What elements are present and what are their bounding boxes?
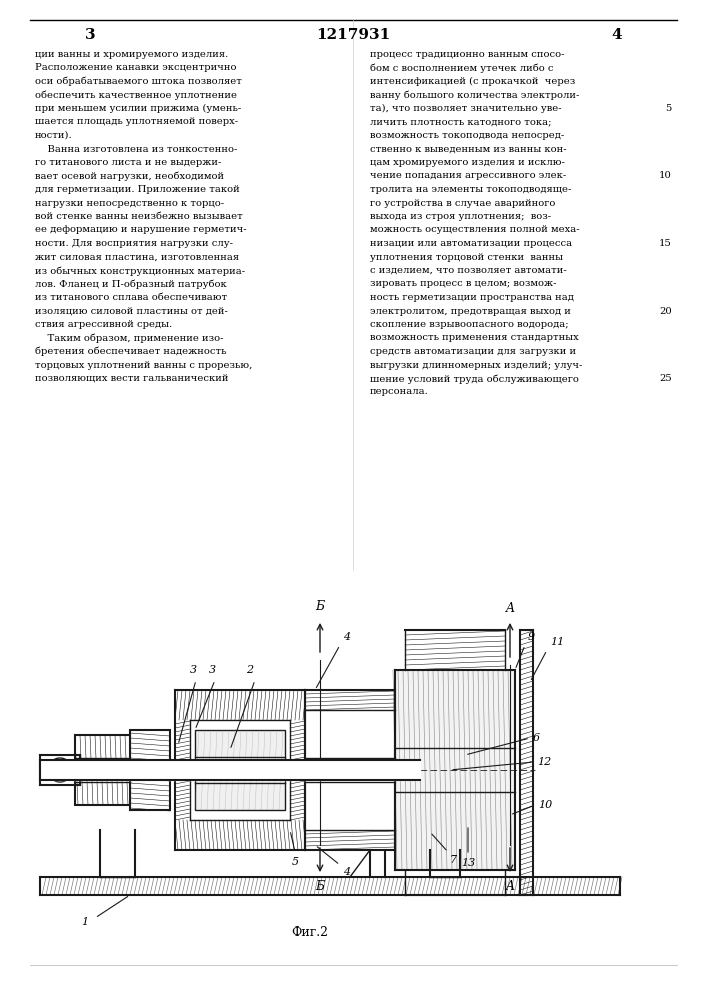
Text: Б: Б xyxy=(315,600,325,613)
Text: можность осуществления полной меха-: можность осуществления полной меха- xyxy=(370,226,580,234)
Text: с изделием, что позволяет автомати-: с изделием, что позволяет автомати- xyxy=(370,266,567,275)
Text: вает осевой нагрузки, необходимой: вает осевой нагрузки, необходимой xyxy=(35,172,224,181)
Text: бретения обеспечивает надежность: бретения обеспечивает надежность xyxy=(35,347,226,357)
Text: изоляцию силовой пластины от дей-: изоляцию силовой пластины от дей- xyxy=(35,306,228,316)
Text: бом с восполнением утечек либо с: бом с восполнением утечек либо с xyxy=(370,64,554,73)
Text: шается площадь уплотняемой поверх-: шается площадь уплотняемой поверх- xyxy=(35,117,238,126)
Text: Таким образом, применение изо-: Таким образом, применение изо- xyxy=(35,334,223,343)
Text: 1217931: 1217931 xyxy=(316,28,390,42)
Text: ственно к выведенным из ванны кон-: ственно к выведенным из ванны кон- xyxy=(370,144,566,153)
Text: Фиг.2: Фиг.2 xyxy=(291,926,329,938)
Text: выгрузки длинномерных изделий; улуч-: выгрузки длинномерных изделий; улуч- xyxy=(370,360,583,369)
Text: личить плотность катодного тока;: личить плотность катодного тока; xyxy=(370,117,551,126)
Text: процесс традиционно ванным спосо-: процесс традиционно ванным спосо- xyxy=(370,50,564,59)
Text: Расположение канавки эксцентрично: Расположение канавки эксцентрично xyxy=(35,64,237,73)
Text: возможность применения стандартных: возможность применения стандартных xyxy=(370,334,579,342)
Text: ности. Для восприятия нагрузки слу-: ности. Для восприятия нагрузки слу- xyxy=(35,239,233,248)
Text: для герметизации. Приложение такой: для герметизации. Приложение такой xyxy=(35,185,240,194)
Text: электролитом, предотвращая выход и: электролитом, предотвращая выход и xyxy=(370,306,571,316)
Text: интенсификацией (с прокачкой  через: интенсификацией (с прокачкой через xyxy=(370,77,575,86)
Text: чение попадания агрессивного элек-: чение попадания агрессивного элек- xyxy=(370,172,566,180)
Text: ствия агрессивной среды.: ствия агрессивной среды. xyxy=(35,320,172,329)
Text: лов. Фланец и П-образный патрубок: лов. Фланец и П-образный патрубок xyxy=(35,279,227,289)
Text: Б: Б xyxy=(315,880,325,893)
Text: та), что позволяет значительно уве-: та), что позволяет значительно уве- xyxy=(370,104,561,113)
Text: жит силовая пластина, изготовленная: жит силовая пластина, изготовленная xyxy=(35,252,239,261)
Text: 1: 1 xyxy=(81,917,88,927)
Text: 5: 5 xyxy=(291,857,298,867)
Text: го устройства в случае аварийного: го устройства в случае аварийного xyxy=(370,198,556,208)
Text: зировать процесс в целом; возмож-: зировать процесс в целом; возмож- xyxy=(370,279,556,288)
Text: 4: 4 xyxy=(343,867,350,877)
Text: 5: 5 xyxy=(665,104,672,113)
Text: 3: 3 xyxy=(85,28,95,42)
Text: возможность токоподвода непосред-: возможность токоподвода непосред- xyxy=(370,131,564,140)
Text: скопление взрывоопасного водорода;: скопление взрывоопасного водорода; xyxy=(370,320,568,329)
Bar xyxy=(195,730,285,810)
Text: уплотнения торцовой стенки  ванны: уплотнения торцовой стенки ванны xyxy=(370,252,563,261)
Text: A: A xyxy=(506,880,515,893)
Text: оси обрабатываемого штока позволяет: оси обрабатываемого штока позволяет xyxy=(35,77,242,87)
Text: 20: 20 xyxy=(659,306,672,316)
Text: 13: 13 xyxy=(461,858,475,868)
Text: при меньшем усилии прижима (умень-: при меньшем усилии прижима (умень- xyxy=(35,104,241,113)
Text: из обычных конструкционных материа-: из обычных конструкционных материа- xyxy=(35,266,245,275)
Text: 4: 4 xyxy=(612,28,622,42)
Text: выхода из строя уплотнения;  воз-: выхода из строя уплотнения; воз- xyxy=(370,212,551,221)
Text: низации или автоматизации процесса: низации или автоматизации процесса xyxy=(370,239,572,248)
Text: ции ванны и хромируемого изделия.: ции ванны и хромируемого изделия. xyxy=(35,50,228,59)
Text: 6: 6 xyxy=(533,733,540,743)
Text: вой стенке ванны неизбежно вызывает: вой стенке ванны неизбежно вызывает xyxy=(35,212,243,221)
Text: ность герметизации пространства над: ность герметизации пространства над xyxy=(370,293,574,302)
Text: ванну большого количества электроли-: ванну большого количества электроли- xyxy=(370,91,579,100)
Text: персонала.: персонала. xyxy=(370,387,428,396)
Bar xyxy=(75,735,130,805)
Text: го титанового листа и не выдержи-: го титанового листа и не выдержи- xyxy=(35,158,221,167)
Text: торцовых уплотнений ванны с прорезью,: торцовых уплотнений ванны с прорезью, xyxy=(35,360,252,369)
Bar xyxy=(130,730,170,810)
Text: обеспечить качественное уплотнение: обеспечить качественное уплотнение xyxy=(35,91,237,100)
Text: тролита на элементы токоподводяще-: тролита на элементы токоподводяще- xyxy=(370,185,571,194)
Text: шение условий труда обслуживающего: шение условий труда обслуживающего xyxy=(370,374,579,383)
Text: 3: 3 xyxy=(189,665,197,675)
Text: 25: 25 xyxy=(659,374,672,383)
Text: средств автоматизации для загрузки и: средств автоматизации для загрузки и xyxy=(370,347,576,356)
Text: 10: 10 xyxy=(659,172,672,180)
Text: нагрузки непосредственно к торцо-: нагрузки непосредственно к торцо- xyxy=(35,198,224,208)
Text: 2: 2 xyxy=(247,665,254,675)
Text: 15: 15 xyxy=(659,239,672,248)
Text: ее деформацию и нарушение герметич-: ее деформацию и нарушение герметич- xyxy=(35,226,247,234)
Text: Ванна изготовлена из тонкостенно-: Ванна изготовлена из тонкостенно- xyxy=(35,144,238,153)
Text: 9: 9 xyxy=(528,632,535,642)
Text: 7: 7 xyxy=(450,855,457,865)
Text: 12: 12 xyxy=(537,757,551,767)
Text: 11: 11 xyxy=(550,637,564,647)
Text: A: A xyxy=(506,602,515,615)
Text: ности).: ности). xyxy=(35,131,73,140)
Text: 3: 3 xyxy=(209,665,216,675)
Text: 10: 10 xyxy=(538,800,552,810)
Text: 4: 4 xyxy=(343,632,350,642)
Text: цам хромируемого изделия и исклю-: цам хромируемого изделия и исклю- xyxy=(370,158,565,167)
Text: из титанового сплава обеспечивают: из титанового сплава обеспечивают xyxy=(35,293,227,302)
Text: позволяющих вести гальванический: позволяющих вести гальванический xyxy=(35,374,228,383)
